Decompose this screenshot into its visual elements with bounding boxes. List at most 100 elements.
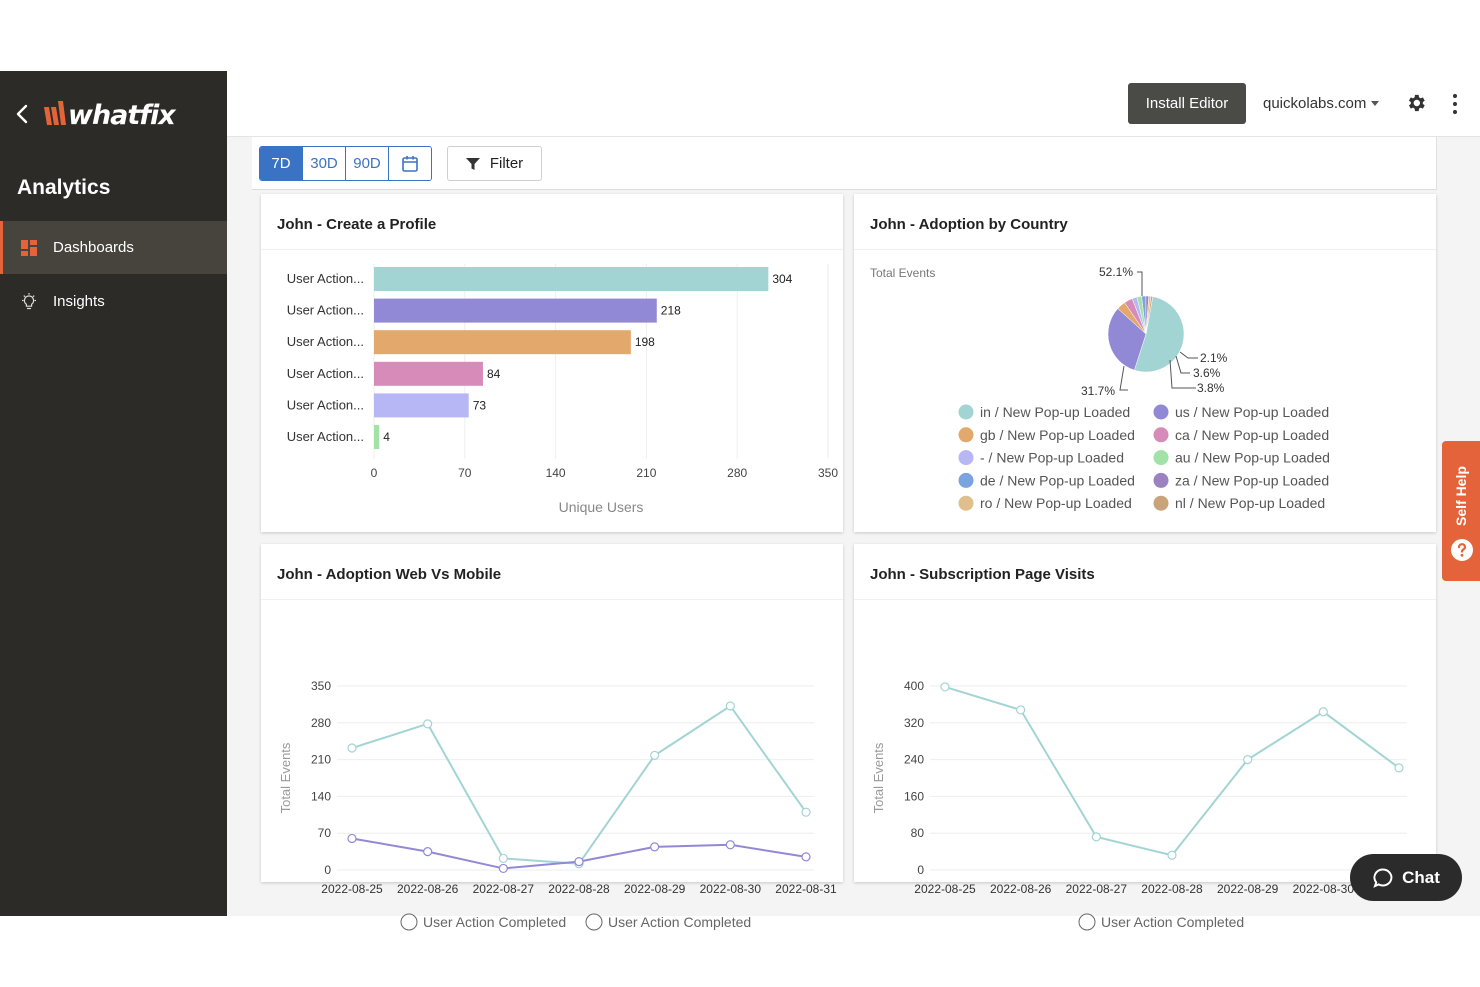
date-range-group: 7D 30D 90D: [259, 146, 432, 181]
calendar-button[interactable]: [389, 147, 431, 180]
chat-button[interactable]: Chat: [1350, 854, 1462, 901]
x-tick-label: 2022-08-26: [397, 882, 459, 896]
legend-label: User Action Completed: [1101, 914, 1244, 930]
x-tick-label: 2022-08-30: [1293, 882, 1355, 896]
legend-marker: [1153, 450, 1169, 466]
category-label: User Action...: [287, 429, 364, 444]
brand-name: whatfix: [68, 99, 176, 131]
legend-marker: [1078, 913, 1096, 931]
range-30d-button[interactable]: 30D: [303, 147, 346, 180]
x-tick-label: 2022-08-27: [1066, 882, 1128, 896]
bar-value-label: 4: [383, 430, 390, 444]
bar: [374, 425, 380, 449]
leader-line: [1175, 355, 1190, 374]
card-create-profile: John - Create a Profile 0 70 140 210 280 350 U…: [261, 194, 843, 532]
chat-bubble-icon: [1373, 867, 1393, 888]
card-title: John - Adoption Web Vs Mobile: [277, 566, 502, 583]
install-editor-button[interactable]: Install Editor: [1128, 83, 1246, 124]
data-point: [725, 840, 735, 850]
y-axis-title: Total Events: [871, 742, 886, 813]
bar-value-label: 73: [473, 398, 487, 412]
self-help-tab[interactable]: Self Help: [1442, 441, 1480, 581]
data-point: [1318, 707, 1328, 717]
pie-slice: [1145, 296, 1154, 335]
whatfix-mark-icon: [44, 101, 66, 125]
sidebar-item-dashboards[interactable]: Dashboards: [0, 221, 227, 274]
chat-label: Chat: [1402, 867, 1440, 887]
leader-line: [1169, 359, 1196, 389]
legend-marker: [958, 495, 974, 511]
y-axis-title: Total Events: [278, 742, 293, 813]
legend-marker: [400, 913, 418, 931]
x-tick-label: 2022-08-25: [321, 882, 383, 896]
self-help-label: Self Help: [1453, 466, 1469, 526]
domain-select[interactable]: quickolabs.com: [1263, 95, 1380, 112]
legend-marker: [958, 472, 974, 488]
x-tick-label: 350: [818, 466, 838, 480]
legend-label: ro / New Pop-up Loaded: [980, 495, 1132, 511]
y-tick-label: 400: [904, 679, 924, 693]
sidebar-item-insights[interactable]: Insights: [0, 275, 227, 328]
x-tick-label: 2022-08-29: [624, 882, 686, 896]
y-tick-label: 140: [311, 789, 331, 803]
bar: [374, 267, 769, 291]
bar-value-label: 84: [487, 367, 501, 381]
data-label: 3.6%: [1193, 366, 1221, 380]
bar: [374, 393, 469, 418]
data-point: [1167, 850, 1177, 860]
category-label: User Action...: [287, 366, 364, 381]
legend-marker: [1153, 472, 1169, 488]
data-label: 31.7%: [1081, 384, 1115, 398]
filter-label: Filter: [489, 155, 524, 172]
data-point: [801, 807, 811, 817]
y-tick-label: 80: [911, 826, 925, 840]
data-point: [347, 743, 357, 753]
more-vertical-icon[interactable]: [1451, 92, 1459, 116]
data-point: [498, 863, 508, 874]
y-tick-label: 0: [917, 863, 924, 877]
dashboard-icon: [21, 239, 37, 256]
series-line: [944, 685, 1400, 857]
main-content: Install Editor quickolabs.com 7D 30D 90D: [227, 71, 1480, 931]
chevron-left-icon[interactable]: [14, 103, 30, 125]
data-point: [423, 719, 433, 729]
data-point: [725, 701, 735, 711]
leader-line: [1179, 351, 1198, 359]
legend-label: gb / New Pop-up Loaded: [980, 427, 1135, 443]
data-point: [650, 842, 660, 852]
x-tick-label: 210: [636, 466, 656, 480]
range-90d-button[interactable]: 90D: [346, 147, 389, 180]
card-adoption-country: John - Adoption by Country Total Events 5…: [854, 194, 1436, 532]
x-tick-label: 2022-08-25: [914, 882, 976, 896]
top-bar: Install Editor quickolabs.com: [227, 71, 1480, 137]
filter-button[interactable]: Filter: [447, 146, 542, 181]
x-tick-label: 2022-08-27: [473, 882, 535, 896]
x-axis-title: Unique Users: [559, 499, 644, 515]
card-title: John - Adoption by Country: [870, 216, 1068, 233]
range-7d-button[interactable]: 7D: [260, 147, 303, 180]
leader-line: [1119, 365, 1128, 391]
calendar-icon: [402, 155, 418, 172]
gear-icon[interactable]: [1405, 92, 1427, 114]
x-tick-label: 70: [458, 466, 472, 480]
legend-label: nl / New Pop-up Loaded: [1175, 495, 1325, 511]
legend-label: us / New Pop-up Loaded: [1175, 404, 1329, 420]
help-icon: [1451, 539, 1473, 561]
y-tick-label: 280: [311, 716, 331, 730]
legend-marker: [958, 404, 974, 420]
caret-down-icon: [1371, 101, 1380, 106]
line-chart-subscription: 0 80 160 240 320 400 2022-08-25 2022-08-26 2022-…: [871, 679, 1430, 931]
sidebar-item-label: Insights: [53, 293, 105, 310]
legend-label: de / New Pop-up Loaded: [980, 472, 1135, 488]
whatfix-logo: whatfix: [42, 95, 176, 135]
category-label: User Action...: [287, 303, 364, 318]
legend-marker: [958, 450, 974, 466]
card-adoption-web-mobile: John - Adoption Web Vs Mobile 0 70 140 210 2…: [261, 544, 843, 931]
data-label: 3.8%: [1197, 381, 1225, 395]
pie-slice: [1107, 308, 1147, 371]
data-point: [940, 682, 950, 692]
x-tick-label: 140: [546, 466, 566, 480]
card-subscription-visits: John - Subscription Page Visits 0 80 160 24…: [854, 544, 1436, 931]
bar-chart-create-profile: 0 70 140 210 280 350 User Action... 304 User Act…: [287, 264, 838, 515]
line-chart-web-mobile: 0 70 140 210 280 350 2022-08-25 2022-08-26 2022-…: [278, 679, 837, 931]
